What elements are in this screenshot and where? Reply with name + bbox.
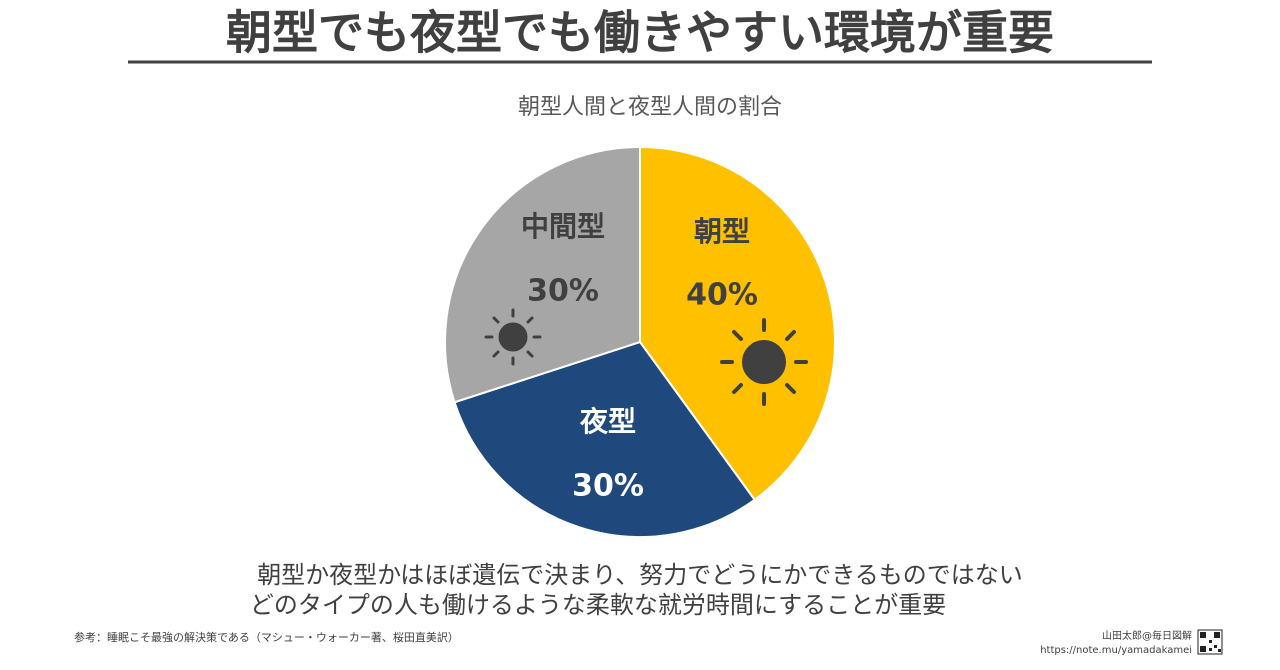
value-label: 40% — [686, 278, 758, 313]
note: 朝型か夜型かはほぼ遺伝で決まり、努力でどうにかできるものではない — [257, 561, 1023, 589]
value-label: 30% — [572, 469, 644, 504]
sun-moon-icon — [484, 308, 572, 366]
sun-icon — [720, 318, 808, 406]
slice-label: 夜型 — [579, 405, 636, 438]
reference: 参考：睡眠こそ最強の解決策である（マシュー・ウォーカー著、桜田直美訳） — [74, 630, 459, 644]
chart-title: 朝型人間と夜型人間の割合 — [518, 95, 782, 120]
note: どのタイプの人も働けるような柔軟な就労時間にすることが重要 — [250, 591, 946, 619]
credit-author: 山田太郎@毎日図解 — [1102, 629, 1192, 642]
value-label: 30% — [527, 274, 599, 309]
qr-code — [1197, 629, 1223, 655]
pie-slice — [444, 145, 641, 404]
slide-title: 朝型でも夜型でも働きやすい環境が重要 — [226, 6, 1054, 60]
pie — [444, 145, 836, 538]
credit-url: https://note.mu/yamadakamei — [1040, 645, 1192, 656]
slice-label: 中間型 — [521, 210, 605, 243]
pie-slice — [453, 340, 757, 538]
pie-slice — [639, 145, 836, 502]
pie-labels: 朝型 40% 夜型 30% 中間型 30% — [521, 210, 758, 504]
slice-label: 朝型 — [694, 215, 750, 248]
